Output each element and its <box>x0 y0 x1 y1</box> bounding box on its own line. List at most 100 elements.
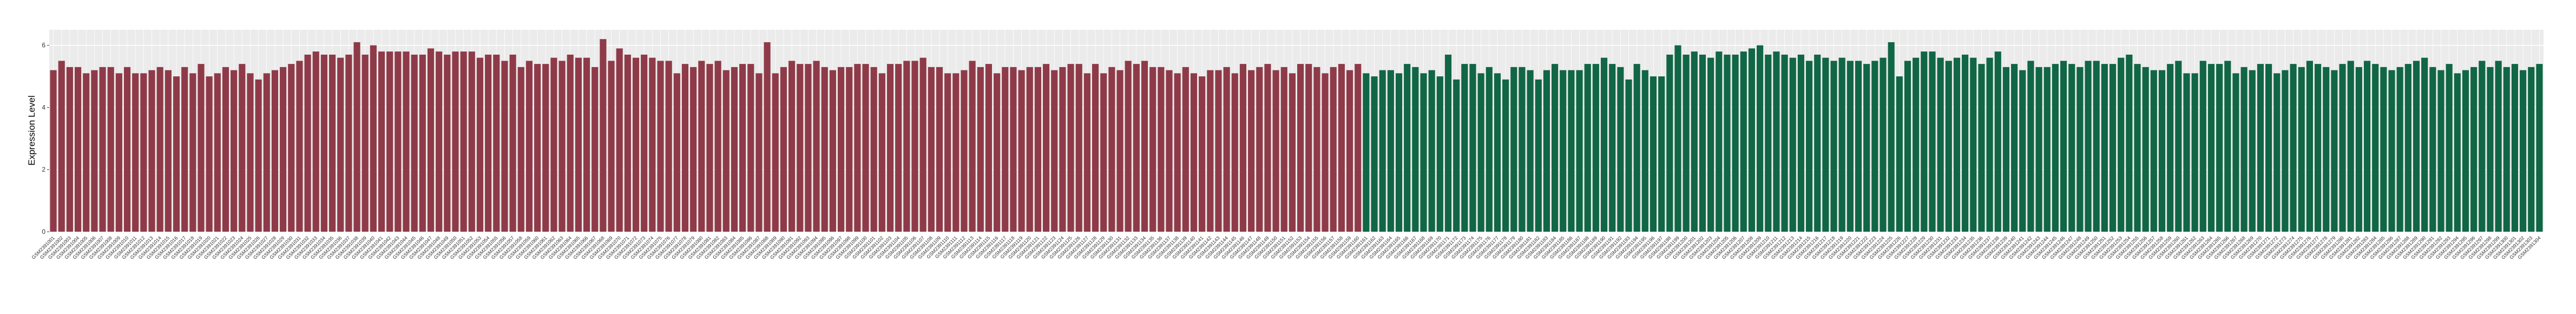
bar <box>485 54 492 232</box>
bar <box>2002 67 2010 232</box>
bar <box>1945 61 1952 232</box>
bar <box>813 61 820 232</box>
bar <box>1141 61 1148 232</box>
bar <box>575 57 582 232</box>
bar <box>1207 70 1214 232</box>
bar <box>2347 61 2354 232</box>
bar <box>1913 57 1920 232</box>
bar <box>2290 64 2297 232</box>
bar <box>1158 67 1165 232</box>
bar <box>772 73 779 232</box>
bar <box>2421 57 2428 232</box>
bar <box>1560 70 1567 232</box>
bar <box>1059 67 1066 232</box>
bar <box>764 42 771 232</box>
bar <box>1707 57 1714 232</box>
bar <box>2380 67 2387 232</box>
bar <box>747 64 754 232</box>
bar <box>632 57 640 232</box>
bar <box>1264 64 1271 232</box>
bar <box>1740 51 1747 232</box>
bar <box>1010 67 1017 232</box>
bar <box>2323 67 2330 232</box>
bar <box>1404 64 1411 232</box>
bar <box>1568 70 1575 232</box>
bar <box>936 67 943 232</box>
bar <box>2240 67 2248 232</box>
bar <box>1379 70 1386 232</box>
bar <box>780 67 787 232</box>
bar <box>156 67 163 232</box>
bar <box>427 48 435 232</box>
bar <box>2413 61 2420 232</box>
bar <box>1223 67 1230 232</box>
bar <box>370 45 377 232</box>
bar <box>419 54 426 232</box>
bar <box>1855 61 1862 232</box>
bar <box>1453 79 1460 232</box>
bar <box>1469 64 1476 232</box>
bar <box>1781 54 1788 232</box>
bar <box>944 73 951 232</box>
bar <box>2282 70 2289 232</box>
bar <box>58 61 65 232</box>
bar <box>1797 54 1804 232</box>
bar <box>468 51 475 232</box>
bar <box>2372 64 2379 232</box>
bar <box>1830 61 1837 232</box>
bar <box>1510 67 1517 232</box>
bar <box>886 64 894 232</box>
bar <box>550 57 557 232</box>
bar <box>2339 64 2346 232</box>
bar <box>1477 73 1484 232</box>
bar <box>1092 64 1099 232</box>
bar <box>2199 61 2206 232</box>
bar <box>74 67 82 232</box>
bar <box>2027 61 2034 232</box>
bar <box>1929 51 1936 232</box>
bar <box>2265 64 2272 232</box>
bar <box>903 61 910 232</box>
bar <box>99 67 106 232</box>
bar <box>362 54 369 232</box>
bar <box>2068 64 2075 232</box>
bar <box>862 64 869 232</box>
bar <box>739 64 746 232</box>
bar <box>1067 64 1074 232</box>
bar <box>1846 61 1854 232</box>
bar <box>870 67 877 232</box>
bar <box>1838 57 1845 232</box>
bar <box>977 67 984 232</box>
bar <box>2142 67 2149 232</box>
bar <box>1650 76 1657 232</box>
bar <box>411 54 418 232</box>
bar <box>1986 57 1993 232</box>
bar <box>1600 57 1608 232</box>
bar <box>1617 67 1624 232</box>
bar <box>2183 73 2190 232</box>
bar <box>1444 54 1452 232</box>
bar <box>1888 42 1895 232</box>
bar <box>1330 67 1337 232</box>
bar <box>50 70 57 232</box>
bar <box>222 67 229 232</box>
bar <box>2076 67 2084 232</box>
bar <box>1428 70 1435 232</box>
bar <box>1584 64 1591 232</box>
bar <box>452 51 459 232</box>
bar <box>1083 73 1090 232</box>
bar <box>1962 54 1969 232</box>
bar <box>1486 67 1493 232</box>
bar <box>231 70 238 232</box>
bar <box>345 54 352 232</box>
bar <box>2249 70 2256 232</box>
bar <box>1576 70 1583 232</box>
bar <box>985 64 993 232</box>
bar <box>2224 61 2231 232</box>
bar <box>624 54 631 232</box>
bar <box>797 64 804 232</box>
bar <box>1535 79 1542 232</box>
bar <box>509 54 516 232</box>
bar <box>1297 64 1304 232</box>
